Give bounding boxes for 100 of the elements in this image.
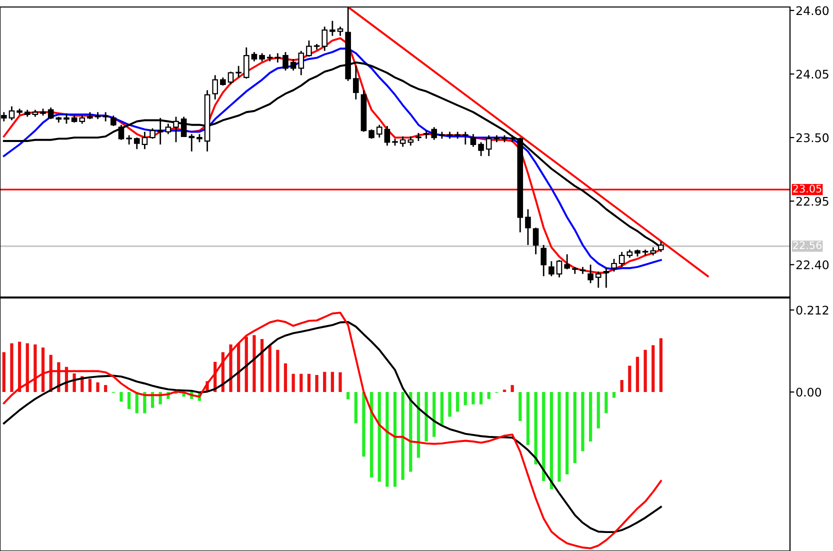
bar (472, 392, 475, 404)
candlestick (384, 125, 390, 146)
candlestick (431, 126, 438, 141)
bar (558, 392, 561, 482)
candlestick (157, 117, 164, 146)
bar (315, 374, 318, 392)
bar (300, 374, 303, 392)
candlestick (306, 40, 312, 58)
bar (479, 392, 483, 404)
candlestick (150, 128, 156, 140)
bar (378, 392, 381, 482)
bar (628, 366, 632, 392)
candlestick (251, 51, 258, 62)
y-tick-label: 22.95 (796, 196, 828, 206)
bar (604, 392, 608, 414)
bar (659, 338, 663, 392)
bar (464, 392, 467, 406)
candlestick (126, 134, 132, 146)
bar (10, 343, 14, 392)
bar (88, 378, 92, 392)
bar (244, 336, 248, 392)
candlestick (603, 267, 610, 288)
candlestick (173, 116, 179, 143)
candlestick (376, 124, 382, 138)
bar (284, 363, 288, 392)
candlestick (142, 131, 148, 150)
candlestick (322, 26, 328, 52)
candlestick (110, 114, 116, 127)
candlestick (102, 111, 108, 122)
candlestick (188, 133, 195, 152)
bar (644, 350, 647, 392)
bar (346, 392, 350, 400)
bar (386, 392, 389, 487)
bar (96, 382, 100, 392)
bar (518, 392, 522, 422)
bar (2, 352, 6, 392)
candlestick (525, 208, 531, 246)
candlestick (337, 26, 344, 37)
bar (424, 392, 428, 442)
y-tick-label: 0.212 (796, 306, 828, 315)
candlestick (274, 52, 281, 64)
bar (534, 392, 538, 464)
candlestick (8, 106, 15, 121)
candlestick (556, 259, 562, 278)
candlestick (532, 226, 539, 255)
bar (502, 390, 506, 392)
candlestick (64, 112, 70, 124)
candlestick (540, 244, 547, 277)
candlestick (236, 65, 242, 78)
candlestick (180, 116, 187, 138)
bar (276, 350, 280, 392)
bar (362, 392, 366, 457)
candlestick (368, 128, 374, 140)
bar (307, 374, 311, 392)
candlestick (282, 51, 288, 72)
candlestick (408, 136, 414, 146)
ref-line-label: 23.05 (793, 184, 822, 193)
y-tick-label: 24.60 (796, 6, 829, 16)
bar (260, 339, 264, 392)
bar (588, 392, 592, 442)
bar (620, 380, 624, 392)
bar (323, 372, 326, 392)
bar (41, 348, 45, 392)
bar (252, 335, 256, 392)
candlestick (486, 134, 492, 157)
bar (636, 356, 640, 392)
bar (526, 392, 530, 446)
bar (104, 385, 108, 392)
candlestick (470, 133, 476, 148)
bar (370, 392, 374, 478)
bar (440, 392, 444, 425)
bar (448, 392, 452, 417)
candlestick (548, 260, 554, 277)
bar (120, 392, 123, 402)
bar (432, 392, 436, 437)
bar (354, 392, 358, 424)
bar (268, 345, 272, 392)
candlestick (588, 264, 594, 284)
candlestick (611, 258, 617, 272)
bar (612, 392, 616, 398)
candlestick (290, 58, 296, 72)
y-tick-label: 24.05 (796, 70, 828, 79)
candlestick (212, 74, 218, 100)
candlestick (352, 65, 359, 100)
bar (330, 372, 334, 392)
candlestick (165, 123, 172, 135)
bar (550, 392, 553, 490)
candlestick (564, 254, 570, 270)
bar (652, 345, 655, 392)
candlestick (298, 50, 304, 76)
bar (542, 392, 546, 481)
y-tick-label: 22.40 (796, 260, 829, 270)
candlestick (243, 46, 250, 80)
bar (581, 392, 584, 452)
bar (292, 374, 295, 392)
bar (127, 392, 131, 410)
candlestick (48, 106, 54, 120)
bar (487, 392, 490, 399)
candlestick (478, 141, 484, 157)
bar (596, 392, 600, 428)
